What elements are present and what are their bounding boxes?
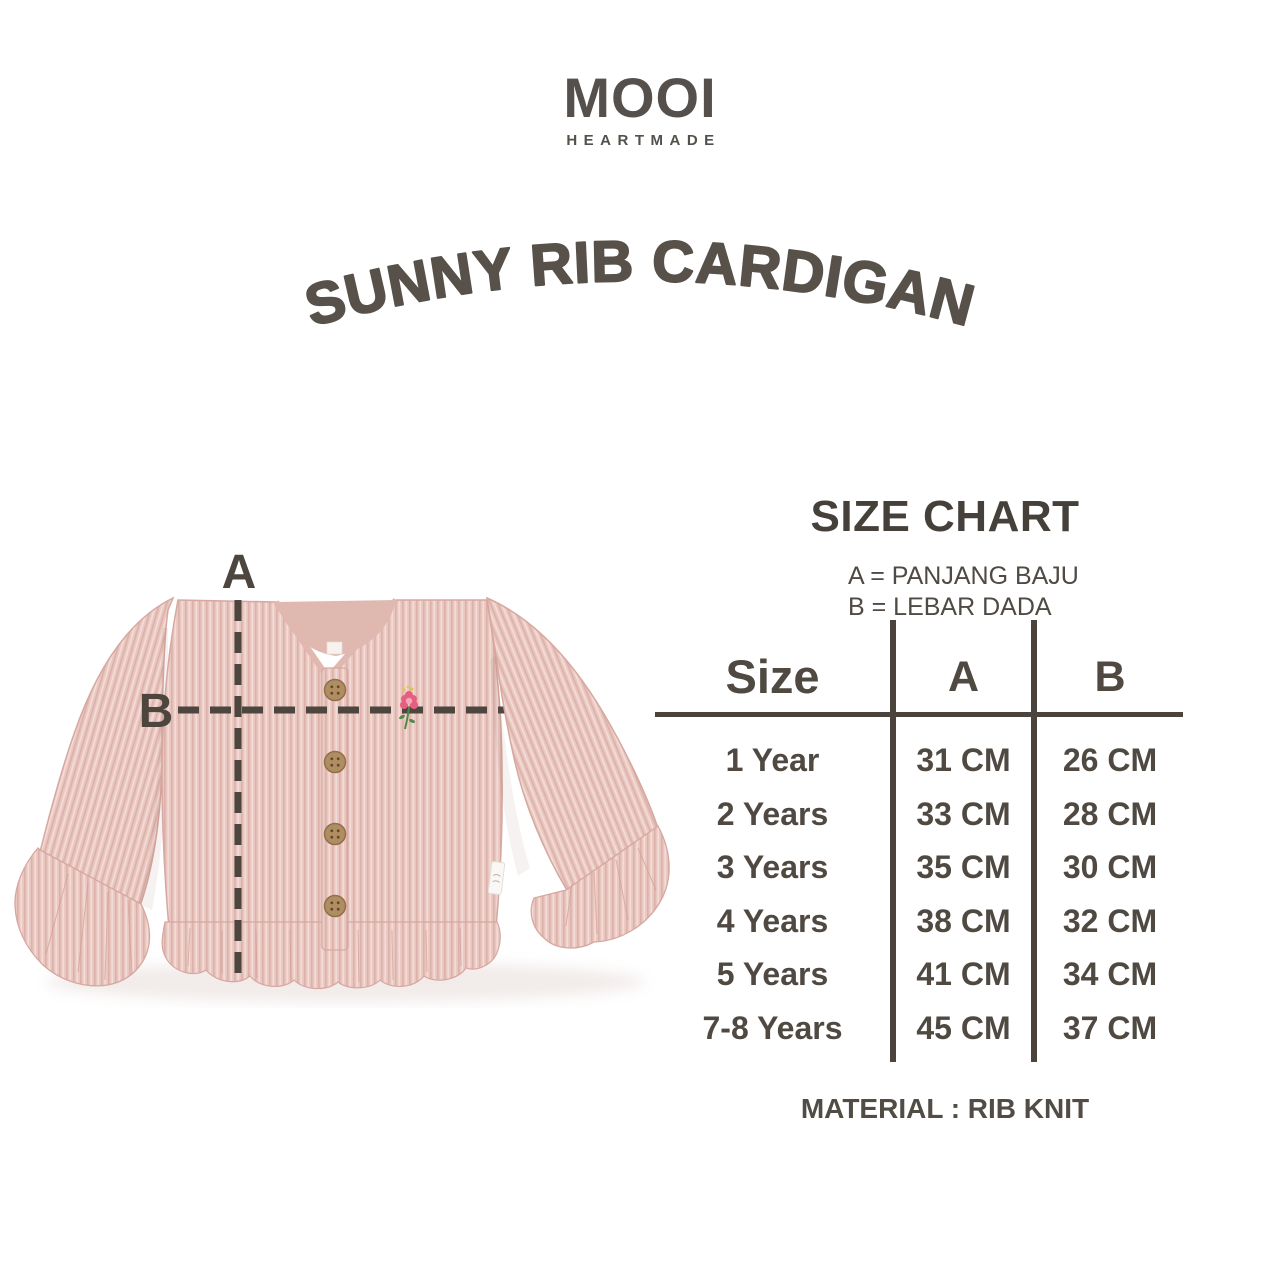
product-title: SUNNY RIB CARDIGAN — [298, 229, 981, 339]
button-placket — [321, 667, 349, 951]
size-chart-heading: SIZE CHART — [810, 492, 1080, 541]
table-divider-horizontal — [655, 712, 1183, 717]
size-table: Size A B 1 Year 31 CM 26 CM 2 Years 33 C… — [655, 620, 1183, 1066]
measurement-label-b: B — [139, 685, 174, 738]
table-divider-vertical-1 — [890, 620, 896, 1062]
table-header-row: Size A B — [655, 649, 1183, 705]
a-cell: 31 CM — [916, 742, 1011, 778]
size-row: 5 Years 41 CM 34 CM — [655, 954, 1183, 994]
legend-line-b: B = LEBAR DADA — [848, 593, 1052, 621]
size-row: 3 Years 35 CM 30 CM — [655, 847, 1183, 887]
cardigan-illustration: A B — [14, 546, 670, 1002]
side-tag — [487, 861, 506, 896]
size-cell: 5 Years — [716, 956, 829, 992]
cardigan-button — [323, 678, 347, 702]
a-cell: 41 CM — [916, 956, 1011, 992]
cardigan-button — [323, 822, 347, 846]
right-cuff-ruffle — [530, 825, 670, 949]
b-cell: 28 CM — [1062, 796, 1158, 832]
brand-tagline: HEARTMADE — [566, 132, 721, 149]
cardigan-button — [323, 894, 347, 918]
inner-neck-tag — [326, 641, 343, 655]
b-cell: 34 CM — [1062, 956, 1158, 992]
b-cell: 32 CM — [1062, 903, 1158, 939]
right-sleeve — [486, 596, 670, 949]
hem-ruffle — [161, 921, 501, 990]
size-chart-legend: A = PANJANG BAJU B = LEBAR DADA — [848, 561, 1079, 623]
col-header-size: Size — [725, 650, 820, 703]
size-row: 1 Year 31 CM 26 CM — [655, 740, 1183, 780]
a-cell: 35 CM — [916, 849, 1011, 885]
legend-line-a: A = PANJANG BAJU — [848, 562, 1079, 590]
brand-name: MOOI — [563, 66, 717, 129]
flower-embroidery-icon — [399, 685, 418, 730]
product-title-arc: SUNNY RIB CARDIGAN — [297, 228, 981, 340]
left-sleeve — [14, 596, 175, 987]
size-cell: 2 Years — [716, 796, 829, 832]
col-header-a: A — [947, 653, 980, 701]
b-cell: 37 CM — [1062, 1010, 1158, 1046]
size-cell: 4 Years — [716, 903, 829, 939]
col-header-b: B — [1094, 653, 1126, 701]
size-cell: 3 Years — [716, 849, 829, 885]
table-divider-vertical-2 — [1031, 620, 1037, 1062]
a-cell: 38 CM — [916, 903, 1011, 939]
b-cell: 26 CM — [1062, 742, 1158, 778]
a-cell: 33 CM — [916, 796, 1011, 832]
a-cell: 45 CM — [916, 1010, 1011, 1046]
brand-logo: MOOI HEARTMADE — [0, 66, 1280, 150]
cardigan-button — [323, 750, 347, 774]
size-cell: 1 Year — [725, 742, 820, 778]
measurement-label-a: A — [222, 546, 257, 599]
material-note: MATERIAL : RIB KNIT — [800, 1093, 1090, 1124]
left-cuff-ruffle — [14, 847, 151, 987]
cardigan-body — [161, 598, 506, 990]
size-row: 7-8 Years 45 CM 37 CM — [655, 1008, 1183, 1048]
size-row: 2 Years 33 CM 28 CM — [655, 794, 1183, 834]
b-cell: 30 CM — [1062, 849, 1158, 885]
size-cell: 7-8 Years — [702, 1010, 843, 1046]
cardigan-buttons — [323, 678, 347, 918]
size-row: 4 Years 38 CM 32 CM — [655, 901, 1183, 941]
